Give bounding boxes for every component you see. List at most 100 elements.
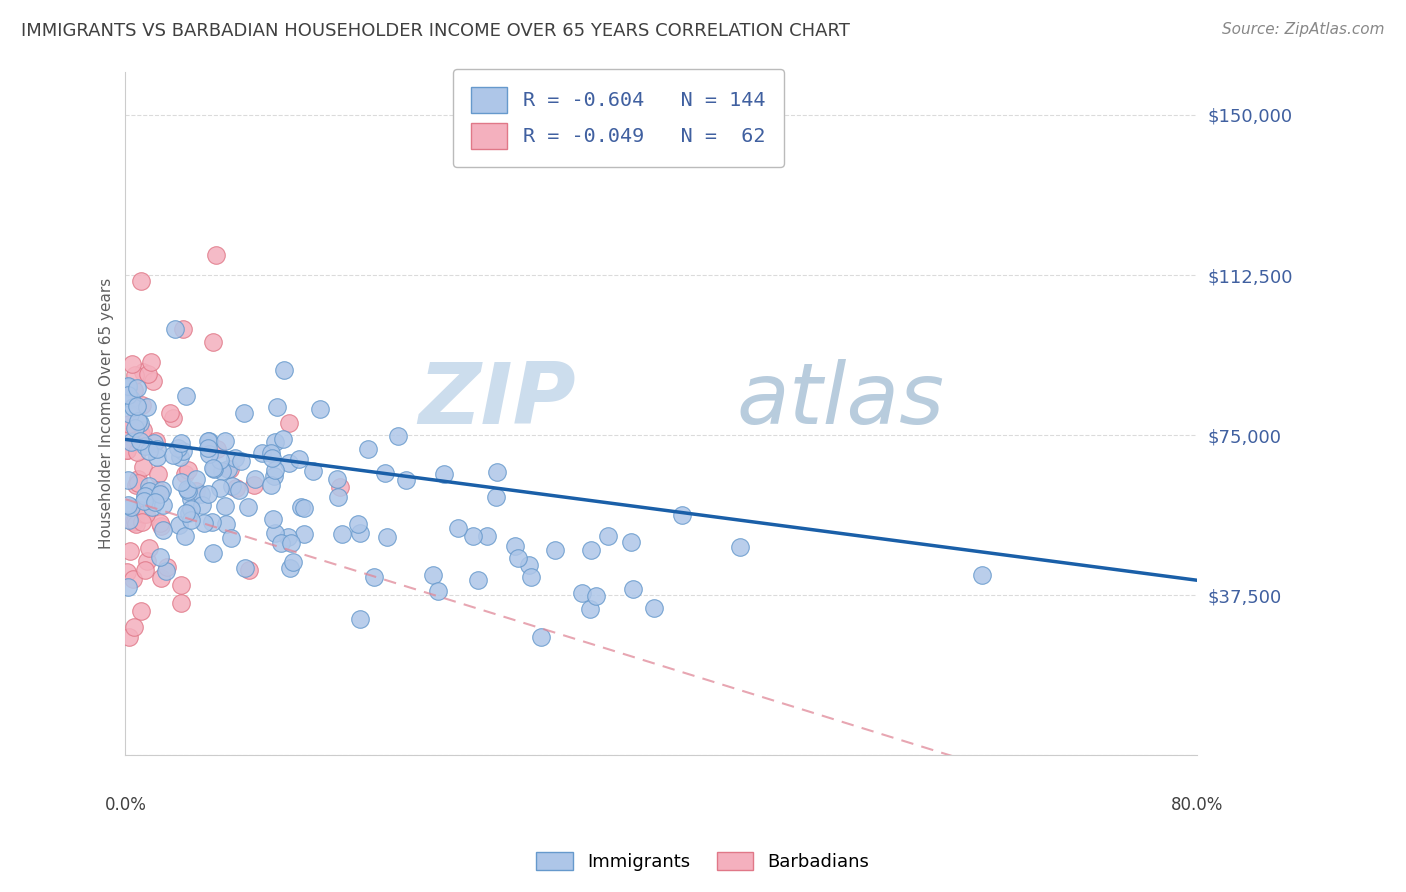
Immigrants [169, 450, 191, 464]
Immigrants [447, 521, 470, 535]
Immigrants [198, 434, 221, 448]
Immigrants [621, 582, 644, 596]
Immigrants [132, 494, 155, 508]
Text: ZIP: ZIP [418, 359, 575, 442]
Immigrants [117, 379, 139, 393]
Immigrants [128, 416, 150, 430]
Immigrants [433, 467, 456, 481]
Barbadians [278, 416, 301, 430]
Barbadians [219, 462, 242, 476]
Barbadians [170, 595, 193, 609]
Immigrants [232, 406, 254, 420]
Barbadians [129, 274, 152, 288]
Immigrants [221, 479, 243, 493]
Barbadians [124, 514, 146, 528]
Immigrants [280, 536, 302, 550]
Barbadians [129, 502, 152, 516]
Immigrants [117, 388, 139, 402]
Immigrants [172, 444, 194, 458]
Immigrants [145, 494, 167, 508]
Immigrants [201, 460, 224, 475]
Immigrants [260, 446, 283, 460]
Immigrants [326, 472, 349, 486]
Immigrants [170, 475, 193, 489]
Immigrants [117, 580, 139, 594]
Immigrants [427, 583, 450, 598]
Immigrants [290, 500, 312, 515]
Immigrants [177, 484, 200, 499]
Immigrants [214, 434, 236, 449]
Barbadians [118, 544, 141, 558]
Immigrants [120, 434, 142, 449]
Immigrants [202, 462, 225, 476]
Immigrants [266, 400, 288, 414]
Immigrants [166, 442, 188, 456]
Immigrants [571, 585, 593, 599]
Immigrants [349, 525, 371, 540]
Barbadians [202, 334, 225, 349]
Immigrants [184, 472, 207, 486]
Barbadians [122, 620, 145, 634]
Immigrants [150, 483, 173, 497]
Immigrants [363, 570, 385, 584]
Immigrants [326, 490, 349, 504]
Barbadians [127, 445, 149, 459]
Immigrants [138, 479, 160, 493]
Immigrants [152, 498, 174, 512]
Barbadians [134, 507, 156, 521]
Barbadians [118, 417, 141, 431]
Immigrants [728, 541, 751, 555]
Barbadians [115, 565, 138, 579]
Barbadians [131, 398, 153, 412]
Immigrants [229, 453, 252, 467]
Immigrants [671, 508, 693, 523]
Text: Source: ZipAtlas.com: Source: ZipAtlas.com [1222, 22, 1385, 37]
Immigrants [598, 529, 620, 543]
Immigrants [330, 526, 353, 541]
Barbadians [131, 515, 153, 529]
Barbadians [121, 357, 143, 371]
Immigrants [149, 487, 172, 501]
Immigrants [209, 453, 232, 467]
Immigrants [141, 500, 163, 515]
Immigrants [176, 482, 198, 496]
Immigrants [302, 463, 325, 477]
Barbadians [136, 367, 159, 381]
Immigrants [643, 600, 665, 615]
Immigrants [970, 567, 993, 582]
Barbadians [136, 554, 159, 568]
Immigrants [146, 450, 169, 464]
Barbadians [122, 572, 145, 586]
Immigrants [217, 462, 239, 476]
Barbadians [124, 368, 146, 382]
Barbadians [150, 519, 173, 533]
Barbadians [225, 481, 247, 495]
Legend: Immigrants, Barbadians: Immigrants, Barbadians [529, 845, 877, 879]
Barbadians [118, 429, 141, 443]
Barbadians [115, 443, 138, 458]
Immigrants [485, 465, 508, 479]
Immigrants [179, 506, 201, 520]
Immigrants [219, 531, 242, 545]
Immigrants [190, 486, 212, 500]
Immigrants [309, 402, 332, 417]
Immigrants [271, 432, 294, 446]
Barbadians [184, 484, 207, 499]
Immigrants [283, 555, 305, 569]
Immigrants [142, 436, 165, 450]
Immigrants [152, 523, 174, 537]
Immigrants [201, 546, 224, 560]
Immigrants [264, 435, 287, 450]
Immigrants [211, 464, 233, 478]
Immigrants [127, 414, 149, 428]
Barbadians [156, 559, 179, 574]
Barbadians [132, 423, 155, 437]
Immigrants [520, 570, 543, 584]
Immigrants [529, 630, 551, 644]
Immigrants [277, 530, 299, 544]
Barbadians [173, 467, 195, 482]
Immigrants [118, 513, 141, 527]
Immigrants [125, 399, 148, 413]
Immigrants [477, 529, 499, 543]
Immigrants [260, 478, 283, 492]
